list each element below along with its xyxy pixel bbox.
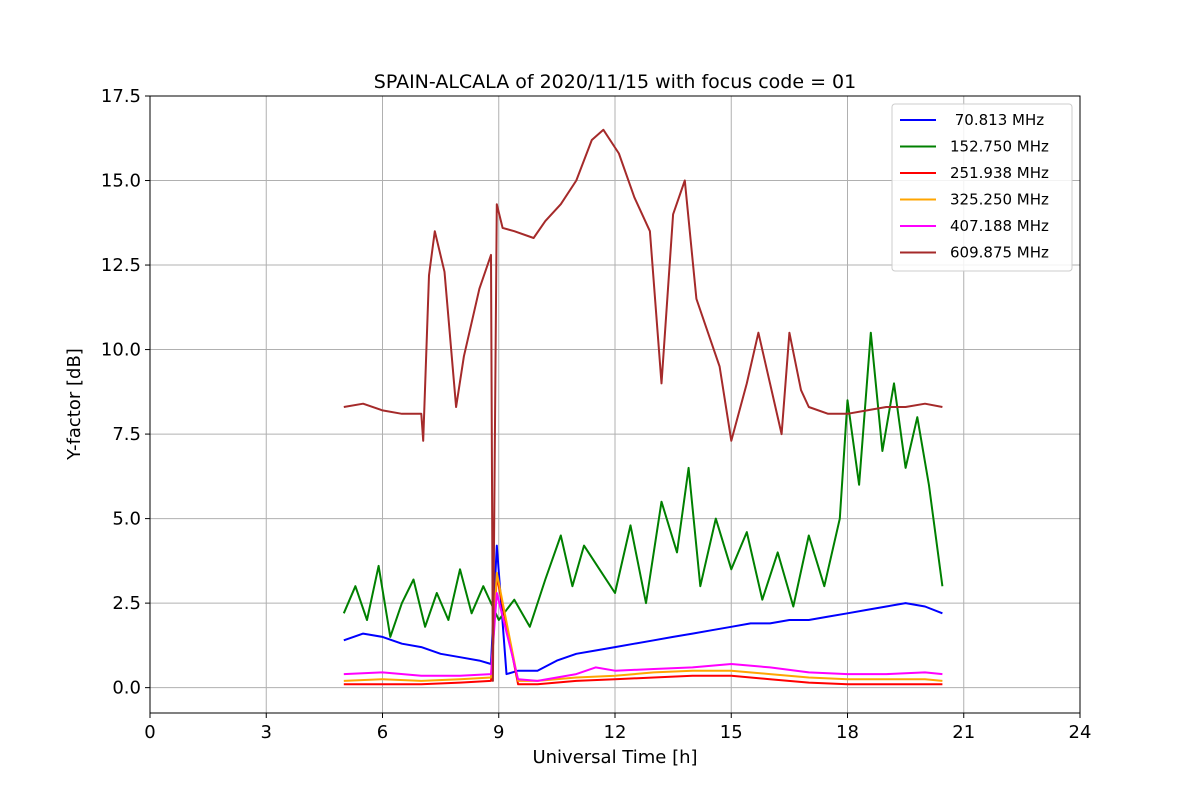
y-tick-label: 15.0: [101, 171, 141, 192]
x-tick-label: 9: [493, 722, 504, 743]
chart-title: SPAIN-ALCALA of 2020/11/15 with focus co…: [374, 71, 856, 93]
legend-label-609-875-mhz: 609.875 MHz: [950, 244, 1049, 262]
y-tick-label: 2.5: [112, 593, 141, 614]
series-line-325-250-mhz: [343, 571, 943, 682]
y-tick-label: 10.0: [101, 340, 141, 361]
plot-area: [342, 128, 944, 686]
series-line-609-875-mhz: [343, 128, 943, 682]
series-line-152-750-mhz: [342, 331, 944, 638]
series-line-251-938-mhz: [343, 575, 943, 686]
x-tick-label: 6: [377, 722, 388, 743]
y-tick-label: 17.5: [101, 86, 141, 107]
x-tick-label: 15: [720, 722, 743, 743]
legend-label-325-250-mhz: 325.250 MHz: [950, 191, 1049, 209]
x-axis: 0 3 6 9 12 15 18 21 24: [144, 713, 1091, 743]
y-tick-label: 12.5: [101, 255, 141, 276]
series-group: [342, 128, 944, 686]
series-line-70-813-mhz: [343, 544, 943, 676]
x-tick-label: 18: [836, 722, 859, 743]
x-tick-label: 21: [952, 722, 975, 743]
x-tick-label: 3: [261, 722, 272, 743]
legend-label-407-188-mhz: 407.188 MHz: [950, 217, 1049, 235]
x-tick-label: 12: [604, 722, 627, 743]
y-tick-label: 0.0: [112, 678, 141, 699]
series-line-407-188-mhz: [343, 592, 943, 682]
legend-box: [891, 103, 1073, 272]
legend-label-251-938-mhz: 251.938 MHz: [950, 164, 1049, 182]
y-axis: 0.0 2.5 5.0 7.5 10.0 12.5 15.0 17.5: [101, 86, 150, 699]
x-axis-label: Universal Time [h]: [532, 747, 697, 768]
x-tick-label: 24: [1069, 722, 1092, 743]
x-tick-label: 0: [144, 722, 155, 743]
y-tick-label: 5.0: [112, 509, 141, 530]
legend-label-152-750-mhz: 152.750 MHz: [950, 138, 1049, 156]
y-axis-label: Y-factor [dB]: [64, 348, 85, 461]
y-tick-label: 7.5: [112, 424, 141, 445]
legend: 70.813 MHz 152.750 MHz 251.938 MHz 325.250 …: [891, 103, 1073, 272]
legend-label-70-813-mhz: 70.813 MHz: [950, 111, 1044, 129]
